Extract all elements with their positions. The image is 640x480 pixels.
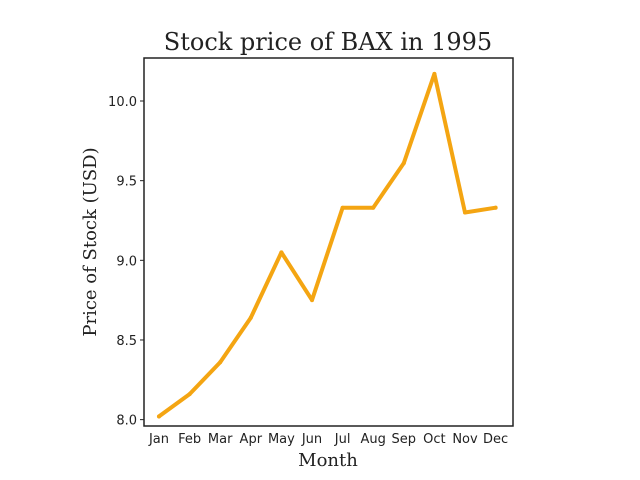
series-group xyxy=(157,71,498,419)
x-tick-label: Dec xyxy=(483,432,508,447)
x-tick-label: Jan xyxy=(148,432,169,447)
data-point xyxy=(493,205,498,210)
chart-title: Stock price of BAX in 1995 xyxy=(164,28,492,56)
x-tick-label: Apr xyxy=(240,432,263,447)
data-point xyxy=(463,210,467,215)
data-point xyxy=(371,205,376,210)
x-tick-label: Jun xyxy=(301,432,322,447)
series-line xyxy=(157,71,498,419)
x-tick-label: Aug xyxy=(361,432,386,447)
data-point xyxy=(310,298,314,303)
x-tick-label: May xyxy=(268,432,295,447)
y-axis-ticks: 8.0 8.5 9.0 9.5 10.0 xyxy=(108,95,144,429)
data-point xyxy=(340,205,345,210)
data-point xyxy=(279,250,284,255)
data-point xyxy=(218,360,223,365)
y-tick-label: 10.0 xyxy=(108,95,137,110)
x-tick-label: Nov xyxy=(452,432,478,447)
x-tick-label: Oct xyxy=(423,432,445,447)
x-tick-label: Mar xyxy=(208,432,233,447)
y-tick-label: 9.5 xyxy=(116,175,137,190)
x-tick-label: Jul xyxy=(334,432,351,447)
data-point xyxy=(401,161,406,166)
y-tick-label: 8.0 xyxy=(116,414,137,429)
data-point xyxy=(248,315,253,320)
y-tick-label: 9.0 xyxy=(116,254,137,269)
data-point xyxy=(187,392,192,397)
y-axis-label: Price of Stock (USD) xyxy=(80,147,101,336)
data-point xyxy=(157,414,161,419)
y-tick-label: 8.5 xyxy=(116,334,137,349)
x-tick-label: Sep xyxy=(392,432,417,447)
plot-area xyxy=(143,57,514,427)
x-axis-ticks: Jan Feb Mar Apr May Jun Jul Aug Sep Oct Nov Dec xyxy=(148,432,508,447)
x-tick-label: Feb xyxy=(178,432,201,447)
x-axis-label: Month xyxy=(298,450,358,471)
data-point xyxy=(432,71,437,76)
